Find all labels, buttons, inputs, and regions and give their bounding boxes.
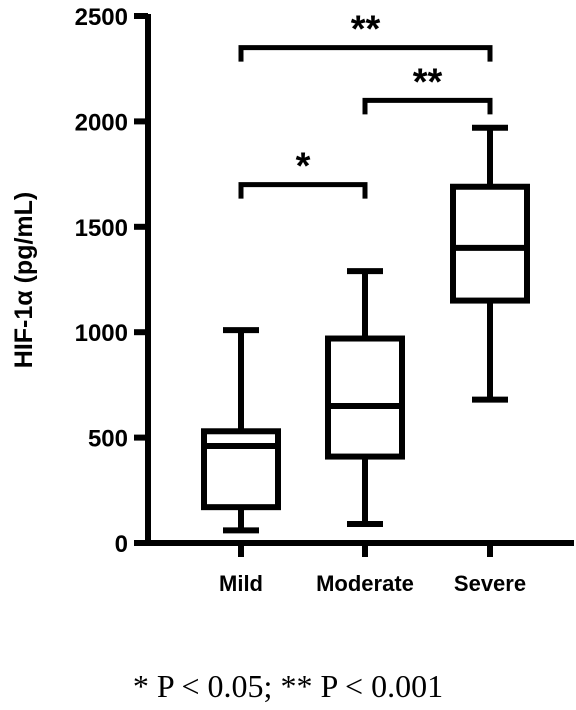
significance-bracket: ** <box>362 61 493 115</box>
y-tick-label: 0 <box>115 531 128 558</box>
significance-label: * <box>296 146 311 188</box>
y-tick-label: 500 <box>88 426 128 453</box>
y-tick-label: 2500 <box>75 4 128 31</box>
box-severe <box>450 124 530 403</box>
x-tick-label: Mild <box>219 571 263 596</box>
y-tick-label: 1500 <box>75 215 128 242</box>
significance-label: ** <box>351 9 381 51</box>
bracket-line <box>238 182 368 199</box>
x-tick-label: Severe <box>454 571 526 596</box>
significance-brackets: ***** <box>238 9 493 199</box>
significance-label: ** <box>413 61 443 103</box>
significance-bracket: * <box>238 146 368 199</box>
significance-bracket: ** <box>238 9 493 62</box>
boxes <box>201 124 530 534</box>
box-mild <box>201 327 281 534</box>
x-tick-label: Moderate <box>316 571 414 596</box>
x-axis: Mild Moderate Severe <box>145 540 574 596</box>
iqr-box <box>201 428 281 511</box>
bracket-line <box>362 97 493 115</box>
y-tick-label: 2000 <box>75 109 128 136</box>
y-tick-label: 1000 <box>75 320 128 347</box>
footnote: * P < 0.05; ** P < 0.001 <box>132 668 444 704</box>
iqr-box <box>325 335 405 460</box>
y-axis: 0 500 1000 1500 2000 2500 <box>75 4 151 558</box>
iqr-box <box>450 183 530 304</box>
box-moderate <box>325 268 405 528</box>
bracket-line <box>238 45 493 62</box>
y-axis-title: HIF-1α (pg/mL) <box>10 192 38 368</box>
